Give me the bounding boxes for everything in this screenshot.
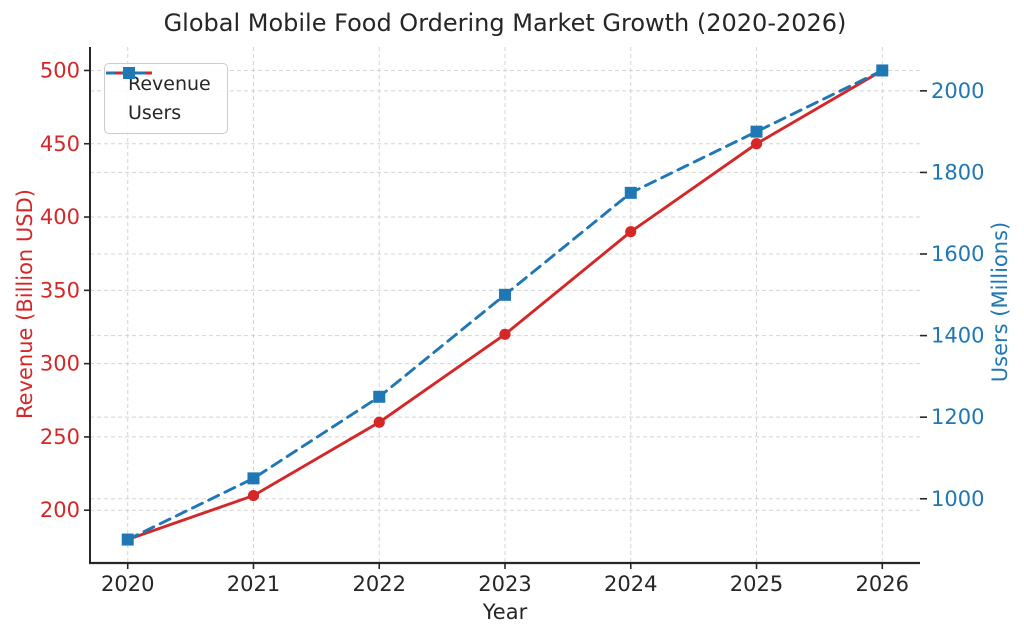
users-marker-2024 <box>624 186 637 199</box>
x-tick-label: 2021 <box>227 572 280 596</box>
legend-label: Users <box>128 102 182 124</box>
right-tick-label: 1800 <box>931 160 984 184</box>
left-tick-label: 450 <box>40 132 80 156</box>
left-tick-label: 350 <box>40 278 80 302</box>
right-tick-label: 1200 <box>931 405 984 429</box>
x-tick-label: 2026 <box>856 572 909 596</box>
legend-label: Revenue <box>128 73 211 95</box>
x-tick-label: 2025 <box>730 572 783 596</box>
right-tick-label: 1600 <box>931 242 984 266</box>
x-axis-label: Year <box>482 600 528 624</box>
right-tick-label: 2000 <box>931 79 984 103</box>
legend: Revenue Users <box>104 63 228 134</box>
right-axis-label: Users (Millions) <box>988 221 1012 383</box>
left-tick-label: 400 <box>40 205 80 229</box>
legend-item-users: Users <box>106 67 211 124</box>
users-marker-2021 <box>247 472 260 485</box>
revenue-marker-2021 <box>247 489 260 502</box>
revenue-marker-2025 <box>750 138 763 150</box>
left-tick-label: 300 <box>40 352 80 376</box>
left-axis-label: Revenue (Billion USD) <box>13 189 37 419</box>
revenue-marker-2022 <box>373 416 385 428</box>
x-tick-label: 2020 <box>101 572 154 596</box>
users-marker-2025 <box>750 125 763 138</box>
users-marker-2023 <box>499 288 511 301</box>
left-tick-label: 250 <box>40 425 80 449</box>
left-tick-label: 500 <box>40 58 80 82</box>
x-tick-label: 2023 <box>478 572 531 596</box>
users-marker-2022 <box>373 390 386 403</box>
right-tick-label: 1000 <box>931 487 984 511</box>
x-tick-label: 2022 <box>353 572 406 596</box>
users-marker-2020 <box>121 533 134 546</box>
left-tick-label: 200 <box>40 498 80 522</box>
chart-title: Global Mobile Food Ordering Market Growt… <box>163 9 847 37</box>
revenue-marker-2024 <box>625 226 637 238</box>
right-tick-label: 1400 <box>931 324 984 348</box>
x-tick-label: 2024 <box>604 572 657 596</box>
revenue-marker-2023 <box>499 328 511 340</box>
users-marker-2026 <box>876 64 889 77</box>
